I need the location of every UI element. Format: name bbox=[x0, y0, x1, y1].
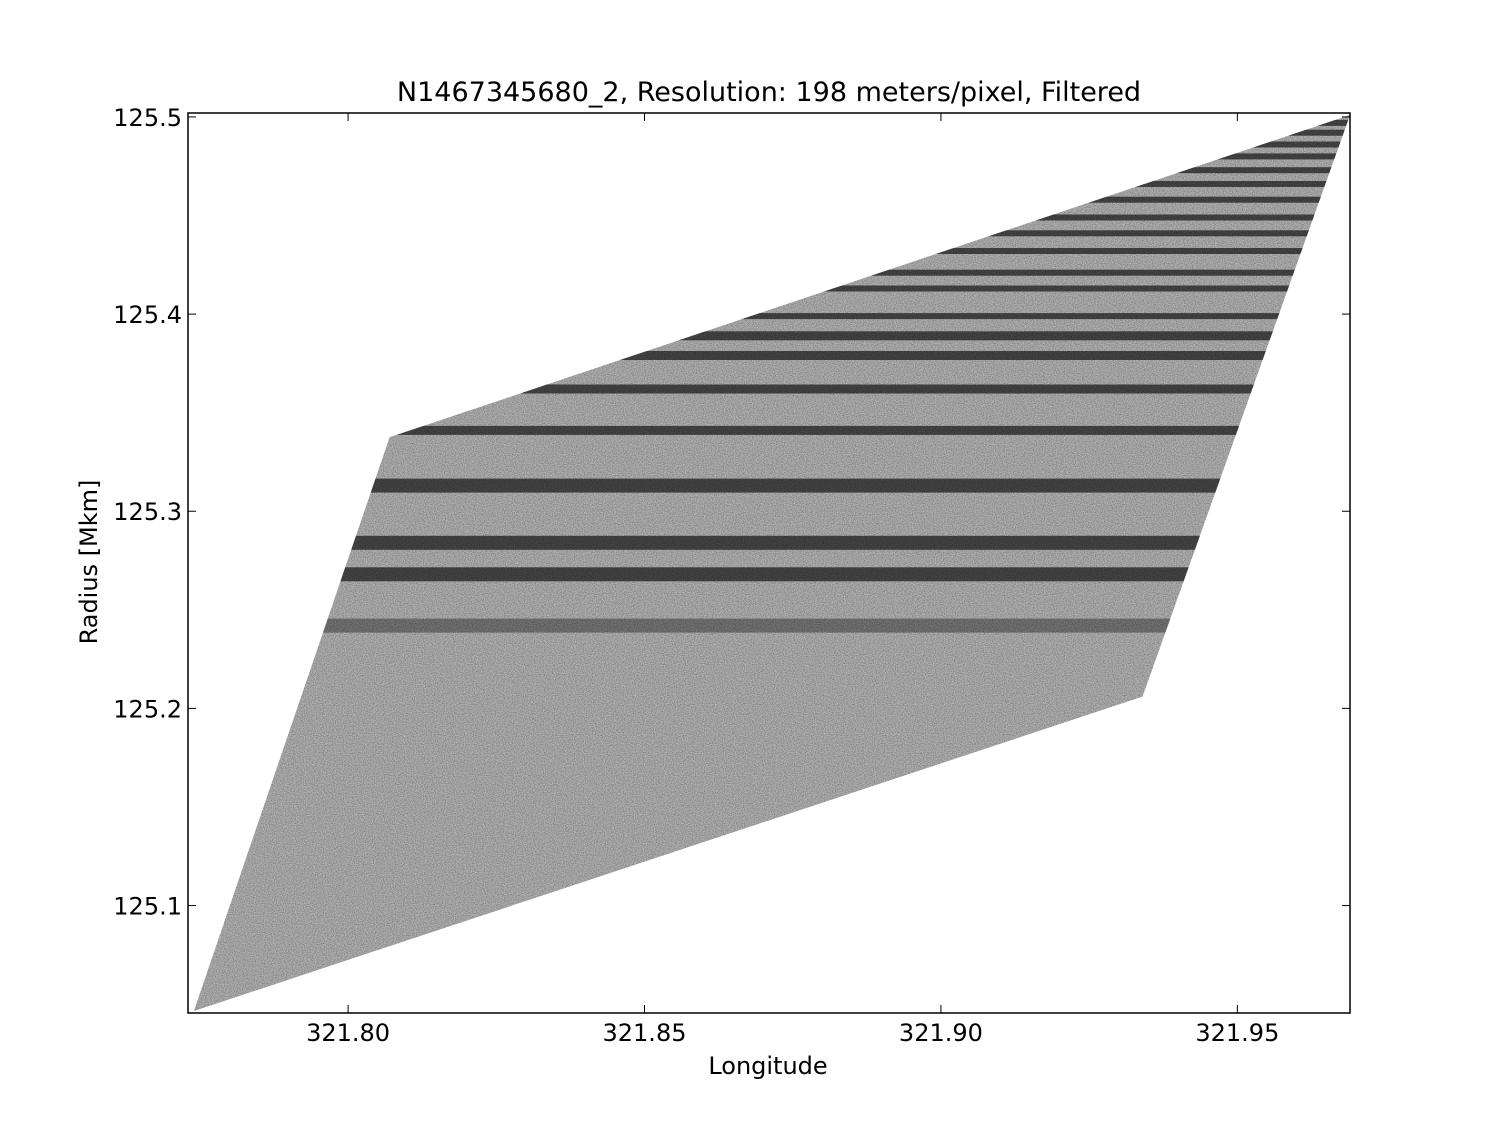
y-tick-label: 125.4 bbox=[113, 301, 182, 329]
x-tick-label: 321.85 bbox=[603, 1019, 687, 1047]
plot-frame bbox=[187, 112, 1351, 1014]
noise-texture bbox=[193, 115, 1350, 1011]
y-axis-label: Radius [Mkm] bbox=[75, 480, 103, 645]
x-tick-label: 321.95 bbox=[1195, 1019, 1279, 1047]
y-tick-label: 125.5 bbox=[113, 104, 182, 132]
y-tick-label: 125.2 bbox=[113, 695, 182, 723]
x-tick-label: 321.80 bbox=[306, 1019, 390, 1047]
dark-band bbox=[193, 119, 1350, 126]
x-axis-ticks: 321.80 321.85 321.90 321.95 bbox=[306, 113, 1279, 1047]
y-tick-label: 125.3 bbox=[113, 498, 182, 526]
dark-band bbox=[193, 129, 1350, 136]
y-axis-ticks: 125.1 125.2 125.3 125.4 125.5 bbox=[113, 104, 1350, 921]
dark-band bbox=[193, 153, 1350, 160]
image-region bbox=[193, 115, 1350, 1011]
y-tick-label: 125.1 bbox=[113, 893, 182, 921]
chart-title: N1467345680_2, Resolution: 198 meters/pi… bbox=[397, 77, 1141, 108]
dark-band bbox=[193, 167, 1350, 174]
x-tick-label: 321.90 bbox=[899, 1019, 983, 1047]
dark-band bbox=[193, 141, 1350, 148]
x-axis-label: Longitude bbox=[708, 1052, 827, 1080]
